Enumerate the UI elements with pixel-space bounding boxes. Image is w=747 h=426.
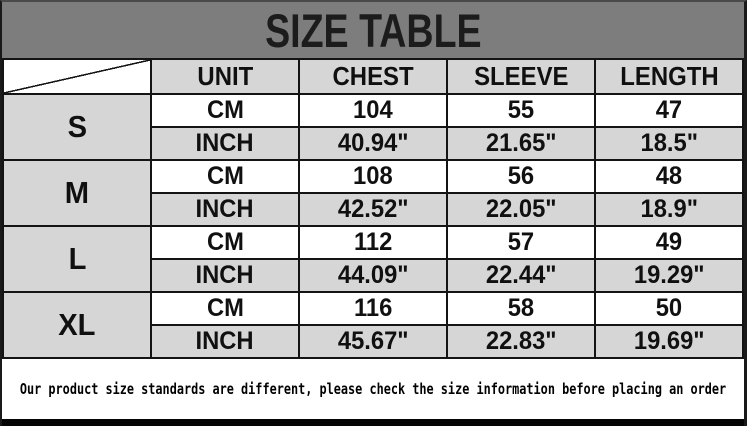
column-header-sleeve: SLEEVE <box>446 58 596 95</box>
sleeve-value: 58 <box>446 291 596 326</box>
length-value: 50 <box>594 291 744 326</box>
chest-value: 40.94" <box>298 126 448 161</box>
unit-cell: INCH <box>150 126 300 161</box>
table-row: INCH 42.52" 22.05" 18.9" <box>3 192 744 227</box>
table-row: INCH 45.67" 22.83" 19.69" <box>3 324 744 359</box>
unit-cell: CM <box>150 93 300 128</box>
unit-cell: INCH <box>150 192 300 227</box>
chest-value: 108 <box>298 159 448 194</box>
sleeve-value: 57 <box>446 225 596 260</box>
unit-cell: CM <box>150 291 300 326</box>
chest-value: 42.52" <box>298 192 448 227</box>
sleeve-value: 22.05" <box>446 192 596 227</box>
chest-value: 112 <box>298 225 448 260</box>
column-header-length: LENGTH <box>594 58 744 95</box>
column-header-chest: CHEST <box>298 58 448 95</box>
chest-value: 44.09" <box>298 258 448 293</box>
sleeve-value: 55 <box>446 93 596 128</box>
table-row: XL CM 116 58 50 <box>2 291 744 359</box>
size-label-xl: XL <box>2 291 152 359</box>
size-table: UNIT CHEST SLEEVE LENGTH S CM 104 55 47 … <box>2 58 744 359</box>
table-row: INCH 40.94" 21.65" 18.5" <box>3 126 744 161</box>
sleeve-value: 22.44" <box>446 258 596 293</box>
chest-value: 45.67" <box>298 324 448 359</box>
unit-cell: CM <box>150 225 300 260</box>
sleeve-value: 56 <box>446 159 596 194</box>
table-row: M CM 108 56 48 <box>2 159 744 227</box>
length-value: 18.5" <box>594 126 744 161</box>
length-value: 48 <box>594 159 744 194</box>
sleeve-value: 21.65" <box>446 126 596 161</box>
chest-value: 116 <box>298 291 448 326</box>
length-value: 19.29" <box>594 258 744 293</box>
page-title: SIZE TABLE <box>264 3 482 57</box>
title-bar: SIZE TABLE <box>2 2 744 58</box>
size-label-l: L <box>2 225 152 293</box>
length-value: 18.9" <box>594 192 744 227</box>
table-header-row: UNIT CHEST SLEEVE LENGTH <box>2 58 744 95</box>
column-header-unit: UNIT <box>150 58 300 95</box>
corner-diagonal-cell <box>2 58 152 95</box>
note-box: Our product size standards are different… <box>2 359 744 426</box>
unit-cell: INCH <box>150 258 300 293</box>
length-value: 49 <box>594 225 744 260</box>
size-label-s: S <box>2 93 152 161</box>
sleeve-value: 22.83" <box>446 324 596 359</box>
table-row: S CM 104 55 47 <box>2 93 744 161</box>
chest-value: 104 <box>298 93 448 128</box>
unit-cell: CM <box>150 159 300 194</box>
length-value: 19.69" <box>594 324 744 359</box>
table-row: L CM 112 57 49 <box>2 225 744 293</box>
note-text: Our product size standards are different… <box>19 380 727 398</box>
length-value: 47 <box>594 93 744 128</box>
unit-cell: INCH <box>150 324 300 359</box>
size-label-m: M <box>2 159 152 227</box>
table-row: INCH 44.09" 22.44" 19.29" <box>3 258 744 293</box>
